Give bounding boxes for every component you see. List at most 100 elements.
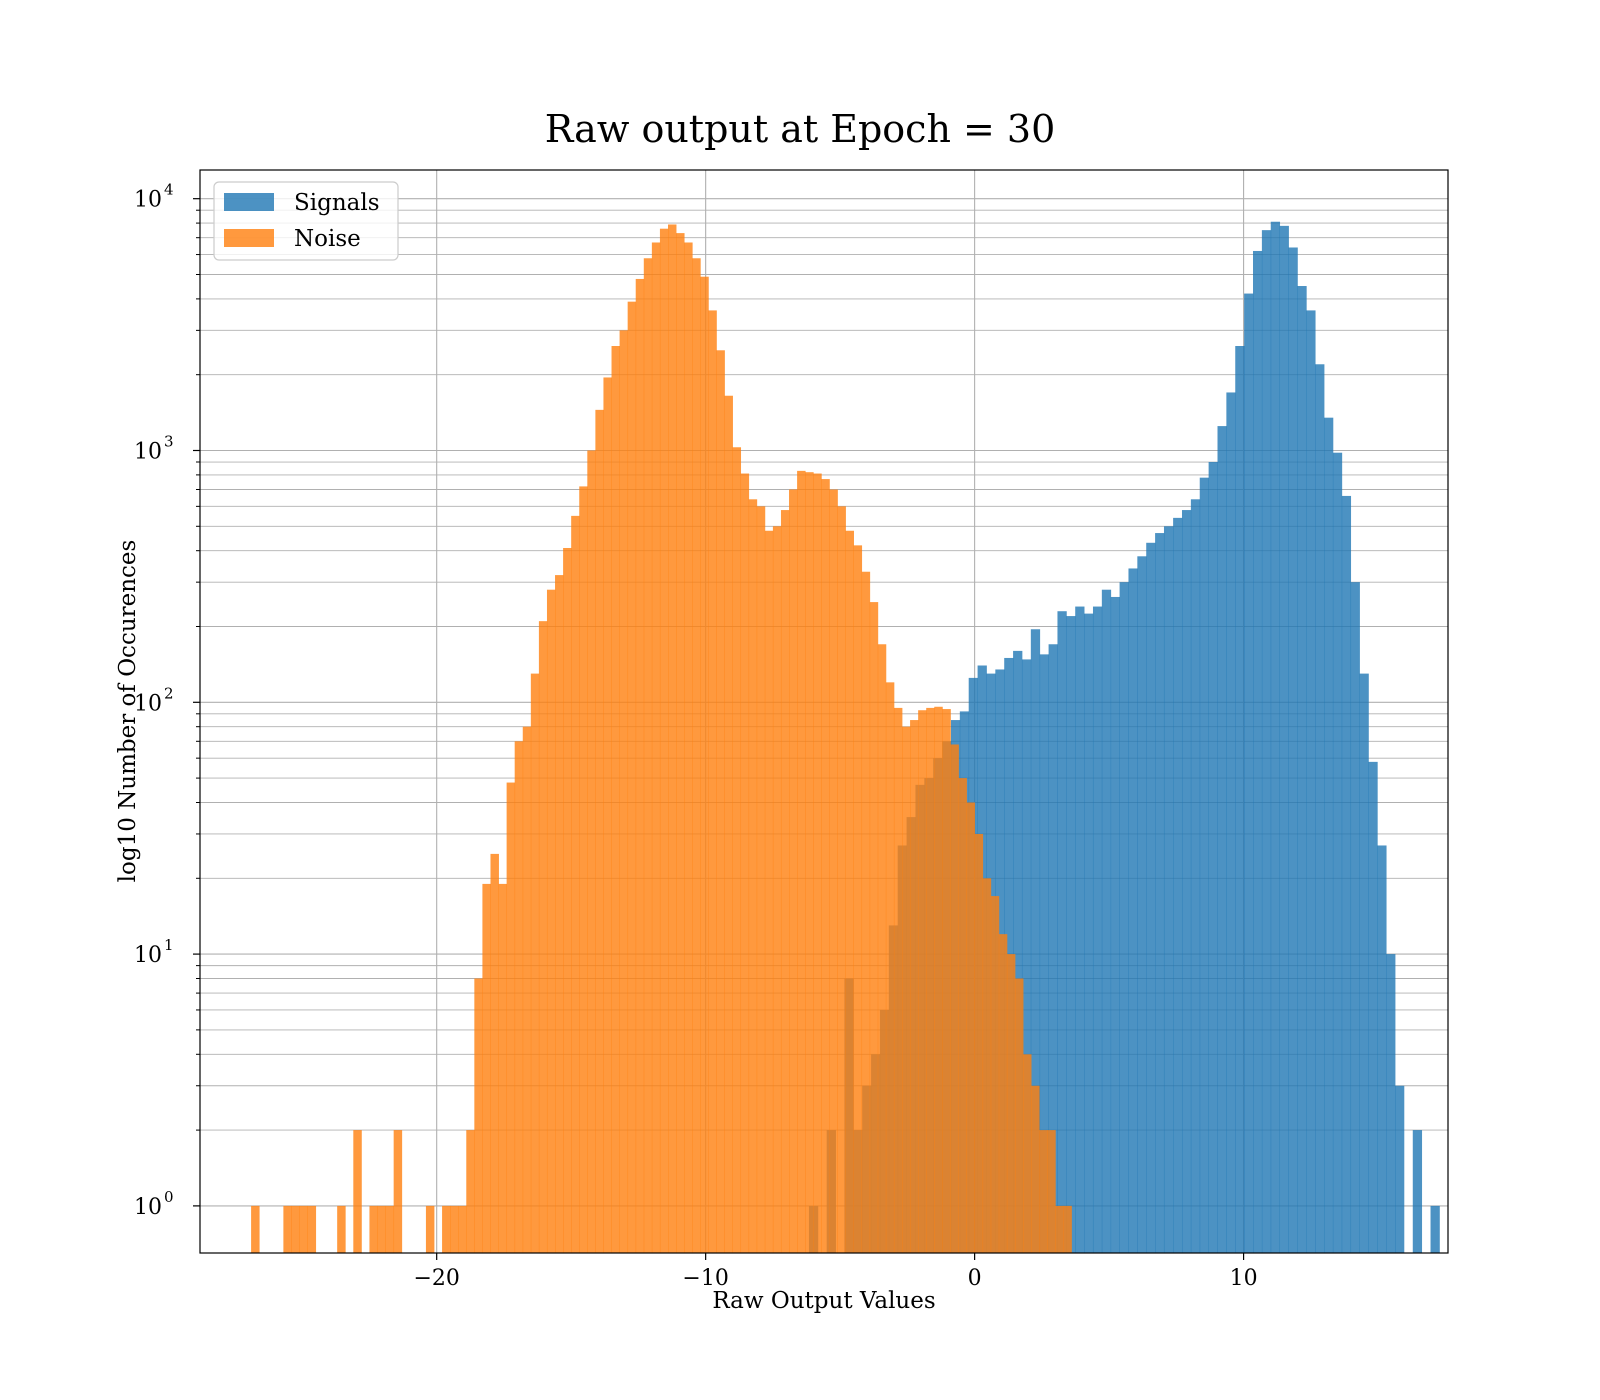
histogram-bar-noise xyxy=(756,506,766,1254)
histogram-bar-noise xyxy=(942,709,951,1253)
histogram-bar-noise xyxy=(902,726,911,1253)
y-tick-label: 10 xyxy=(134,188,162,213)
histogram-bar-noise xyxy=(498,883,508,1253)
histogram-bar-noise xyxy=(684,242,693,1254)
histogram-bar-noise xyxy=(619,330,629,1254)
histogram-bar-noise xyxy=(425,1205,435,1253)
histogram-bar-signals xyxy=(1066,616,1076,1253)
histogram-bar-signals xyxy=(1173,517,1183,1253)
histogram-bar-noise xyxy=(885,682,895,1253)
histogram-bar-noise xyxy=(893,707,903,1253)
histogram-bar-signals xyxy=(1368,761,1378,1253)
histogram-bar-signals xyxy=(1350,582,1360,1253)
histogram-bar-noise xyxy=(998,934,1008,1253)
histogram-bar-noise xyxy=(829,489,838,1253)
histogram-bar-noise xyxy=(291,1205,300,1253)
histogram-bar-noise xyxy=(514,741,524,1253)
histogram-bar-signals xyxy=(1386,954,1396,1253)
histogram-bar-signals xyxy=(1324,417,1334,1253)
legend-label-signals: Signals xyxy=(294,190,380,216)
histogram-bar-noise xyxy=(353,1130,362,1253)
histogram-bar-noise xyxy=(643,258,653,1253)
histogram-bar-noise xyxy=(1031,1085,1040,1253)
histogram-bar-noise xyxy=(764,530,774,1253)
histogram-bar-noise xyxy=(780,510,790,1253)
histogram-bar-noise xyxy=(369,1205,378,1253)
y-tick-exponent: 2 xyxy=(164,684,174,702)
histogram-bar-signals xyxy=(1146,542,1156,1253)
histogram-bar-noise xyxy=(958,778,967,1253)
histogram-bar-signals xyxy=(1137,556,1147,1253)
histogram-bar-noise xyxy=(603,377,612,1254)
histogram-bar-noise xyxy=(926,707,935,1253)
histogram-bar-signals xyxy=(1110,596,1120,1253)
histogram-bar-noise xyxy=(563,547,572,1253)
histogram-bar-noise xyxy=(307,1205,317,1253)
y-tick-exponent: 1 xyxy=(164,936,174,954)
histogram-bar-noise xyxy=(966,802,976,1253)
histogram-bar-noise xyxy=(635,278,645,1253)
histogram-bar-noise xyxy=(571,515,580,1253)
histogram-bar-noise xyxy=(716,350,725,1253)
histogram-bar-signals xyxy=(1270,221,1281,1254)
histogram-bar-signals xyxy=(1306,310,1316,1253)
histogram-bar-noise xyxy=(708,310,717,1253)
histogram-bar-signals xyxy=(1181,510,1192,1253)
chart-title: Raw output at Epoch = 30 xyxy=(545,107,1056,151)
histogram-bar-noise xyxy=(1063,1205,1072,1253)
histogram-bar-noise xyxy=(1047,1130,1056,1253)
histogram-bar-signals xyxy=(1128,568,1138,1253)
histogram-bar-noise xyxy=(813,473,822,1253)
y-tick-exponent: 3 xyxy=(164,432,174,450)
plot-frame xyxy=(199,169,1449,1254)
histogram-bar-signals xyxy=(1039,654,1049,1253)
histogram-bar-noise xyxy=(772,526,782,1253)
y-tick-label: 10 xyxy=(134,1195,162,1220)
histogram-bar-signals xyxy=(1190,499,1201,1253)
y-tick-label: 10 xyxy=(134,691,162,716)
histogram-bar-noise xyxy=(934,706,943,1253)
histogram-bar-noise xyxy=(974,833,984,1253)
x-axis-label: Raw Output Values xyxy=(712,1288,935,1314)
histogram-bar-noise xyxy=(482,883,491,1253)
histogram-bar-noise xyxy=(877,644,887,1253)
histogram-bar-noise xyxy=(797,470,806,1253)
legend-swatch-signals xyxy=(224,193,274,211)
histogram-bar-noise xyxy=(1006,954,1016,1253)
histogram-bar-signals xyxy=(1021,659,1032,1253)
histogram-bar-signals xyxy=(1155,533,1165,1253)
histogram-bar-noise xyxy=(659,228,669,1254)
legend-label-noise: Noise xyxy=(294,226,361,252)
histogram-bar-noise xyxy=(474,978,483,1253)
histogram-bar-signals xyxy=(1030,629,1041,1253)
histogram-bar-signals xyxy=(1253,250,1263,1254)
histogram-bar-signals xyxy=(1119,582,1129,1253)
series-noise xyxy=(251,224,1072,1254)
histogram-bar-noise xyxy=(789,489,798,1253)
histogram-bar-noise xyxy=(692,258,701,1253)
histogram-bar-signals xyxy=(1101,589,1112,1253)
histogram-bar-signals xyxy=(1199,477,1210,1253)
histogram-bar-noise xyxy=(732,447,742,1253)
histogram-bar-signals xyxy=(1359,673,1369,1253)
histogram-bar-noise xyxy=(668,224,677,1254)
histogram-bar-noise xyxy=(522,726,532,1253)
histogram-bar-noise xyxy=(466,1130,475,1253)
histogram-bar-noise xyxy=(700,276,709,1253)
histogram-bar-signals xyxy=(1395,1085,1405,1253)
histogram-bar-signals xyxy=(1341,495,1352,1253)
x-tick-label: −10 xyxy=(682,1266,728,1291)
histogram-bar-noise xyxy=(450,1205,459,1253)
histogram-bar-noise xyxy=(546,589,556,1253)
histogram-bar-signals xyxy=(1075,606,1085,1253)
histogram-bar-signals xyxy=(1430,1205,1440,1253)
histogram-bar-noise xyxy=(748,499,758,1253)
legend: Signals Noise xyxy=(213,181,399,261)
histogram-bar-signals xyxy=(1048,644,1058,1253)
histogram-bar-noise xyxy=(337,1205,346,1253)
histogram-bar-noise xyxy=(1023,1054,1032,1253)
histogram-bar-noise xyxy=(393,1130,403,1253)
histogram-bar-signals xyxy=(1412,1130,1423,1253)
